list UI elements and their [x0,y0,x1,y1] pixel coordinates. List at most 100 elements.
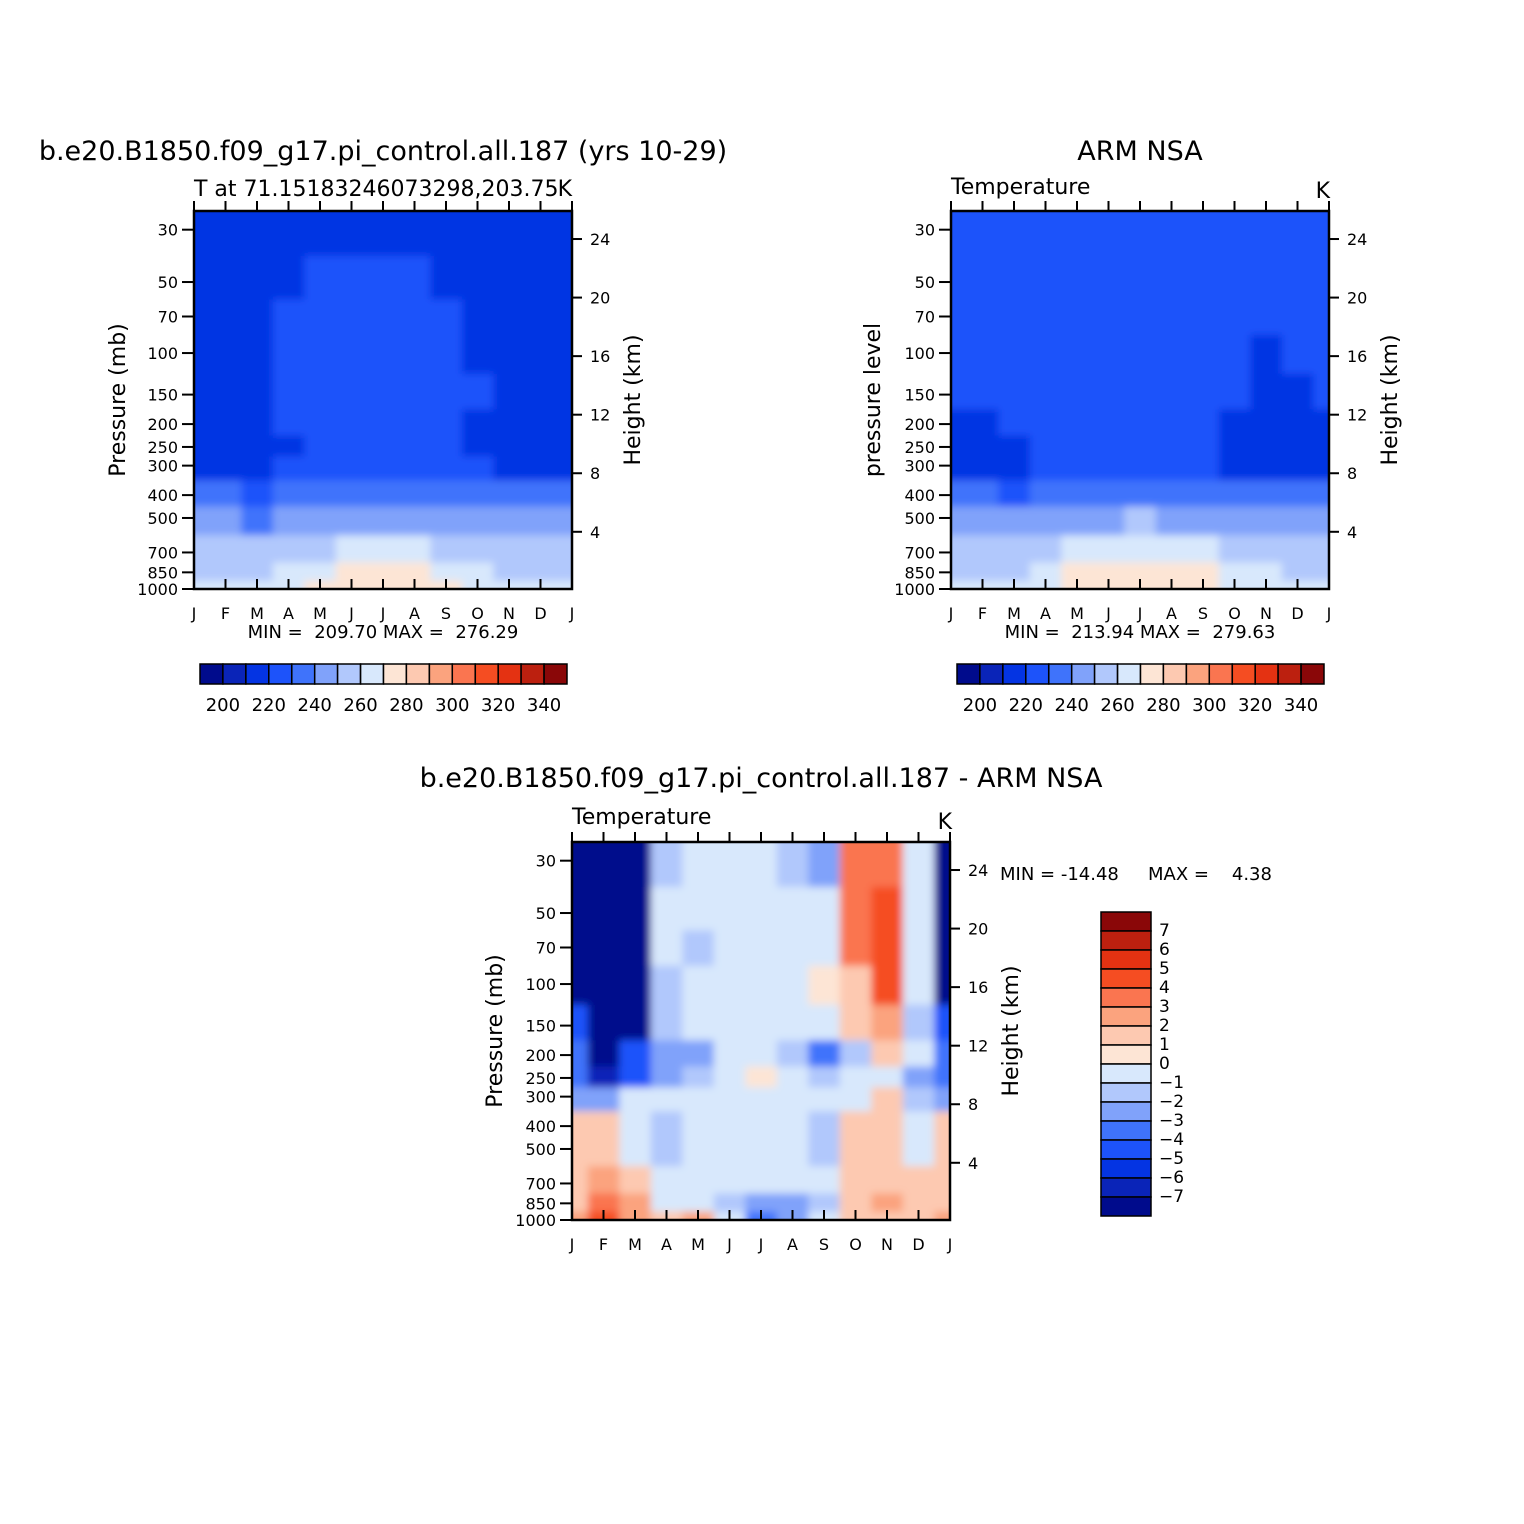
y-tick-label: 30 [158,221,178,240]
contour-cell [1155,480,1189,508]
contour-cell [524,255,558,301]
panel1-ylabel-right: Height (km) [621,334,646,465]
contour-cell [493,435,526,458]
contour-cell [808,1040,841,1068]
y-tick-label: 250 [525,1069,556,1088]
contour-cell [1124,211,1157,257]
contour-cell [808,1066,841,1089]
contour-cell [776,1193,810,1213]
y-tick-label: 200 [147,415,178,434]
contour-cell [776,930,810,967]
contour-cell [713,1166,747,1195]
contour-cell [367,409,400,437]
x-tick-label: D [534,604,546,623]
contour-cell [745,1193,778,1213]
colorbar-swatch [1208,663,1233,685]
contour-cell [619,1166,652,1195]
contour-cell [951,480,968,508]
contour-cell [808,1137,841,1167]
y-tick-label: 250 [147,438,178,457]
panel1-subtitle-left: T at 71.15183246073298,203.75 [193,177,558,202]
colorbar-tick-label: 0 [1159,1054,1170,1074]
contour-cell [951,506,968,536]
contour-cell [966,334,1000,375]
colorbar-swatch [313,663,339,685]
contour-cell [1250,535,1283,564]
contour-cell [572,1137,589,1167]
contour-cell [776,1111,810,1139]
contour-cell [1061,506,1094,536]
contour-cell [682,1004,715,1042]
contour-cell [650,1166,684,1195]
x-tick-label: M [691,1235,705,1254]
contour-cell [1187,409,1220,437]
x-tick-label: A [1040,604,1051,623]
contour-cell [713,930,747,967]
contour-cell [682,886,715,932]
contour-cell [335,255,369,301]
contour-cell [398,409,432,437]
height-tick-label: 24 [1347,230,1367,249]
contour-cell [713,1004,747,1042]
colorbar-tick-label: 320 [481,695,515,716]
panel2-ylabel: pressure level [861,323,886,477]
contour-cell [430,506,463,536]
contour-cell [713,886,747,932]
contour-cell [1061,535,1094,564]
contour-cell [194,456,211,482]
x-tick-label: M [1007,604,1021,623]
contour-cell [493,255,526,301]
x-tick-label: J [758,1235,764,1254]
height-tick-label: 8 [590,464,600,483]
panel3-stats-min: MIN = -14.48 [1000,864,1119,885]
contour-cell [713,1040,747,1068]
x-tick-label: O [471,604,484,623]
contour-cell [335,373,369,411]
contour-cell [430,562,463,582]
contour-cell [209,535,243,564]
contour-cell [650,1193,684,1213]
contour-cell [682,1111,715,1139]
height-tick-label: 16 [1347,347,1367,366]
contour-cell [1250,299,1283,336]
contour-cell [1281,562,1315,582]
contour-cell [304,299,337,336]
x-tick-label: M [1070,604,1084,623]
contour-cell [241,480,274,508]
contour-cell [272,334,306,375]
y-tick-label: 850 [525,1194,556,1213]
contour-cell [1187,562,1220,582]
contour-cell [902,965,936,1006]
contour-cell [272,373,306,411]
contour-cell [556,409,572,437]
contour-cell [776,965,810,1006]
contour-cell [1092,435,1126,458]
contour-cell [524,506,558,536]
x-tick-label: J [1137,604,1143,623]
contour-cell [839,842,873,888]
colorbar-swatch [1162,663,1188,685]
colorbar-tick-label: 240 [1055,695,1089,716]
contour-cell [1155,409,1189,437]
contour-cell [1061,211,1094,257]
contour-cell [619,1193,652,1213]
contour-cell [493,535,526,564]
contour-cell [1218,506,1252,536]
contour-cell [461,562,495,582]
contour-cell [587,842,621,888]
contour-cell [430,409,463,437]
height-tick-label: 12 [590,406,610,425]
contour-cell [871,965,904,1006]
contour-cell [1313,211,1329,257]
contour-cell [524,535,558,564]
contour-cell [1061,480,1094,508]
contour-cell [682,1193,715,1213]
contour-cell [808,1004,841,1042]
contour-cell [194,480,211,508]
contour-cell [745,930,778,967]
contour-cell [902,1004,936,1042]
y-tick-label: 70 [915,308,935,327]
contour-cell [1061,562,1094,582]
contour-cell [1187,299,1220,336]
colorbar-swatch [1100,987,1152,1008]
